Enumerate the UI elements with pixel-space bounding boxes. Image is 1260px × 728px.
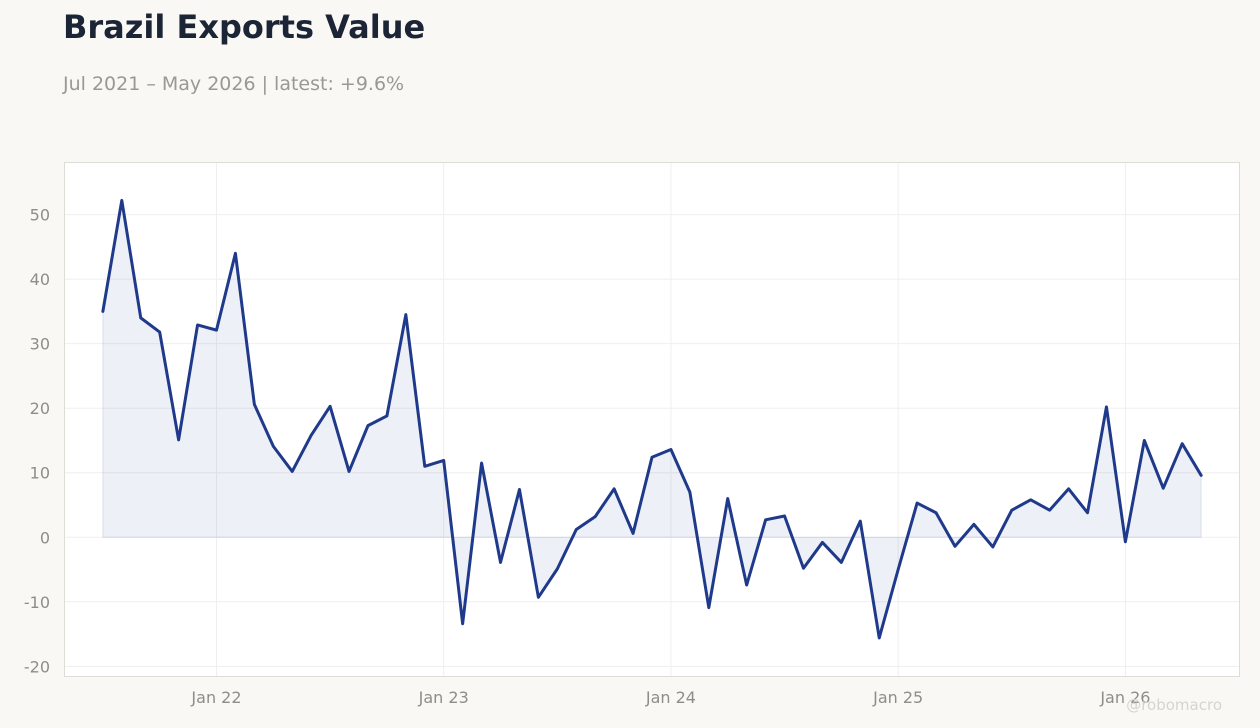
data-point <box>915 501 919 505</box>
data-point <box>593 515 597 518</box>
data-point <box>1162 487 1165 490</box>
data-point <box>859 519 862 523</box>
data-point <box>196 323 199 327</box>
data-point <box>1143 439 1146 442</box>
watermark: @robomacro <box>1126 696 1222 714</box>
data-point <box>1010 508 1013 512</box>
data-point <box>442 459 445 462</box>
y-axis-ticks: -20 -10 0 10 20 30 40 50 <box>24 206 50 677</box>
data-point <box>821 541 824 544</box>
data-point <box>1086 511 1089 514</box>
data-point <box>253 403 256 406</box>
data-point <box>385 414 389 418</box>
data-point <box>953 545 957 548</box>
data-point <box>631 532 635 535</box>
data-point <box>896 568 900 571</box>
data-point <box>366 424 370 427</box>
y-tick-label: -20 <box>24 657 50 676</box>
data-point <box>972 523 976 526</box>
data-point <box>745 583 748 587</box>
data-point <box>878 636 881 640</box>
data-point <box>688 490 692 494</box>
data-point <box>1180 442 1184 445</box>
x-tick-label: Jan 26 <box>1099 688 1150 707</box>
data-point <box>234 252 237 255</box>
data-point <box>840 561 843 564</box>
data-point <box>537 596 540 599</box>
data-point <box>272 445 275 448</box>
data-point <box>423 465 426 468</box>
data-point <box>177 438 180 442</box>
data-point <box>707 606 711 609</box>
data-point <box>480 461 483 465</box>
x-tick-label: Jan 22 <box>190 688 241 707</box>
data-point <box>650 456 654 459</box>
data-point <box>726 497 729 500</box>
data-point <box>1105 405 1108 409</box>
chart-title: Brazil Exports Value <box>63 8 426 46</box>
data-point <box>215 328 218 332</box>
y-tick-label: -10 <box>24 593 50 612</box>
data-point <box>120 199 124 202</box>
data-point <box>461 622 464 625</box>
data-point <box>934 511 938 514</box>
data-point <box>1199 474 1203 477</box>
data-point <box>1029 498 1032 502</box>
data-point <box>991 545 995 549</box>
chart-subtitle: Jul 2021 – May 2026 | latest: +9.6% <box>63 73 405 95</box>
data-point <box>101 310 105 313</box>
data-point <box>1067 487 1070 491</box>
data-point <box>404 313 408 316</box>
data-point <box>802 567 805 570</box>
data-point <box>518 488 521 491</box>
data-points <box>101 199 1203 640</box>
data-point <box>139 316 142 320</box>
data-point <box>328 405 332 408</box>
x-axis-ticks: Jan 22 Jan 23 Jan 24 Jan 25 Jan 26 <box>190 688 1150 707</box>
data-point <box>1048 508 1051 512</box>
y-tick-label: 30 <box>30 335 50 354</box>
x-tick-label: Jan 24 <box>645 688 696 707</box>
data-point <box>1124 540 1127 543</box>
y-tick-label: 10 <box>30 464 50 483</box>
data-point <box>309 434 313 437</box>
y-tick-label: 0 <box>40 528 50 547</box>
grid-lines <box>65 163 1239 676</box>
data-point <box>575 528 578 531</box>
data-point <box>291 470 294 473</box>
data-point <box>347 470 351 473</box>
data-point <box>783 514 786 518</box>
data-point <box>612 487 616 491</box>
data-point <box>764 518 767 522</box>
x-tick-label: Jan 25 <box>872 688 923 707</box>
data-point <box>669 448 673 451</box>
data-point <box>158 330 161 334</box>
data-point <box>499 561 502 564</box>
y-tick-label: 40 <box>30 270 50 289</box>
x-tick-label: Jan 23 <box>418 688 469 707</box>
y-tick-label: 50 <box>30 206 50 225</box>
y-tick-label: 20 <box>30 399 50 418</box>
data-point <box>556 567 559 571</box>
